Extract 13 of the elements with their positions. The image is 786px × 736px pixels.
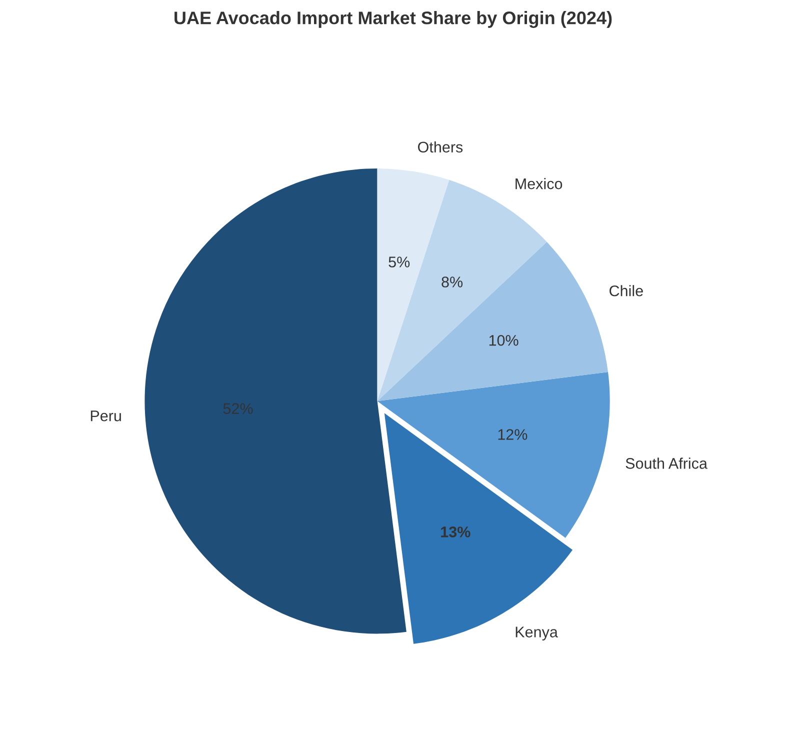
data-label: 13% — [441, 526, 470, 538]
slice-label: Mexico — [516, 178, 562, 190]
data-label: 8% — [442, 276, 463, 288]
slice-label: Others — [418, 141, 463, 153]
data-label: 5% — [388, 256, 410, 268]
slice-label: Kenya — [516, 626, 558, 640]
slice-label: South Africa — [626, 458, 708, 469]
slice-label: Chile — [610, 285, 643, 296]
slice-label: Peru — [90, 410, 121, 422]
data-label: 10% — [489, 334, 518, 346]
data-label: 12% — [498, 429, 528, 440]
chart-title: UAE Avocado Import Market Share by Origin (2024) — [174, 11, 612, 28]
data-label: 52% — [223, 403, 253, 414]
